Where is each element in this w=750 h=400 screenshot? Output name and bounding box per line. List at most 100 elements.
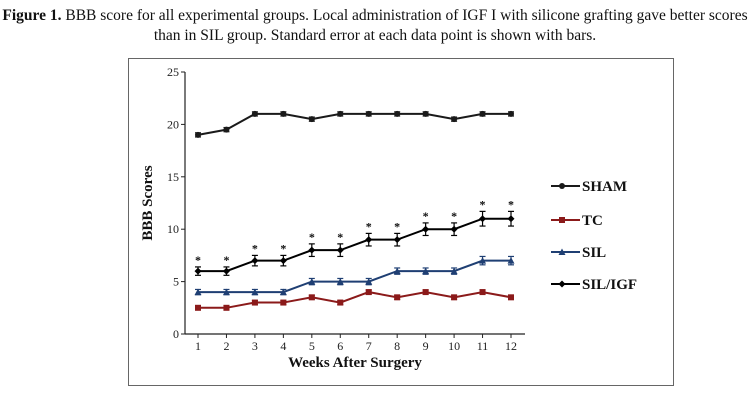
series-line-sil-igf [198, 217, 511, 273]
data-point-sham [251, 110, 258, 117]
data-point-sham [337, 110, 344, 117]
data-point-tc [451, 294, 458, 301]
data-point-tc [365, 289, 372, 296]
x-tick-label: 12 [505, 339, 517, 353]
data-point-sham [308, 116, 315, 123]
data-point-sil [507, 257, 515, 264]
chart-frame [128, 58, 674, 386]
x-tick-label: 11 [477, 339, 489, 353]
series-sil [194, 255, 515, 296]
series-tc [195, 289, 514, 311]
series-sham [195, 110, 514, 138]
x-tick-label: 3 [252, 339, 258, 353]
data-point-sham [365, 110, 372, 117]
legend-label: SIL/IGF [582, 277, 637, 293]
data-point-tc [394, 294, 401, 301]
x-tick-label: 1 [195, 339, 201, 353]
data-point-sil-igf [336, 246, 344, 254]
data-point-sil-igf [308, 246, 316, 254]
data-point-sil-igf [222, 267, 230, 275]
chart-plot-area: * * * * * * * * * * * * [194, 110, 515, 311]
legend-item-sil: SIL [551, 245, 606, 261]
data-point-sham [223, 126, 230, 133]
x-tick-label: 9 [423, 339, 429, 353]
data-point-sham [508, 110, 514, 117]
significance-annotation: * [337, 230, 343, 244]
legend-label: SIL [582, 245, 606, 261]
data-point-sil [450, 267, 458, 275]
data-point-sil-igf [422, 225, 430, 233]
data-point-tc [308, 294, 315, 301]
significance-annotation: * [252, 241, 258, 255]
y-axis-title: BBB Scores [140, 165, 156, 240]
data-point-tc [223, 304, 230, 311]
legend-item-sham: SHAM [551, 179, 627, 195]
data-point-sil [222, 288, 230, 296]
data-point-sham [451, 116, 458, 123]
series-line-sham [197, 112, 511, 136]
data-point-sil [422, 267, 430, 275]
legend-item-tc: TC [551, 213, 603, 229]
significance-annotation: * [508, 197, 514, 211]
data-point-tc [337, 299, 344, 306]
data-point-sil-igf [194, 267, 202, 275]
y-tick-label: 25 [167, 65, 179, 79]
significance-annotation: * [280, 241, 286, 255]
data-point-sil [279, 288, 287, 296]
legend-label: SHAM [582, 179, 627, 195]
data-point-sil-igf [450, 225, 458, 233]
significance-annotation: * [195, 253, 201, 267]
series-line-tc [198, 291, 512, 309]
data-point-sham [195, 131, 201, 138]
significance-annotation: * [451, 209, 457, 223]
legend-marker [558, 248, 566, 255]
data-point-sil [308, 278, 316, 285]
data-point-sil-igf [365, 236, 373, 244]
figure-label: Figure 1. [2, 7, 62, 24]
data-point-tc [280, 299, 287, 306]
significance-annotation: * [366, 219, 372, 233]
legend-item-sil-igf: SIL/IGF [551, 277, 637, 293]
x-tick-label: 8 [394, 339, 400, 353]
data-point-sham [394, 110, 401, 117]
x-tick-label: 5 [309, 339, 315, 353]
data-point-tc [422, 289, 429, 296]
data-point-tc [251, 299, 258, 306]
significance-annotation: * [423, 209, 429, 223]
data-point-sham [479, 110, 486, 117]
legend-label: TC [582, 213, 603, 229]
data-point-sil [251, 288, 259, 296]
legend-marker [558, 280, 566, 288]
x-axis-title: Weeks After Surgery [288, 355, 422, 371]
data-point-sil-igf [479, 215, 487, 223]
significance-annotation: * [223, 253, 229, 267]
data-point-tc [195, 304, 201, 311]
significance-annotation: * [309, 230, 315, 244]
y-tick-label: 15 [167, 170, 179, 184]
x-tick-label: 2 [223, 339, 229, 353]
data-point-sil-igf [279, 257, 287, 265]
legend-marker [559, 217, 565, 223]
data-point-sham [422, 110, 429, 117]
data-point-sil-igf [251, 257, 259, 265]
data-point-sil [365, 278, 373, 285]
data-point-sil [393, 267, 401, 275]
y-tick-label: 20 [167, 117, 179, 131]
series-line-sil [198, 259, 511, 294]
data-point-tc [508, 294, 514, 301]
significance-annotation: * [394, 219, 400, 233]
x-tick-label: 7 [366, 339, 372, 353]
data-point-sil [479, 257, 487, 264]
figure-caption-text: BBB score for all experimental groups. L… [65, 7, 748, 44]
data-point-sham [280, 110, 287, 117]
significance-annotation: * [480, 197, 486, 211]
x-tick-label: 4 [280, 339, 286, 353]
figure-caption: Figure 1. BBB score for all experimental… [0, 6, 750, 46]
x-tick-label: 6 [337, 339, 343, 353]
data-point-sil-igf [507, 215, 515, 223]
legend-marker [559, 183, 565, 189]
y-tick-label: 10 [167, 222, 179, 236]
data-point-tc [479, 289, 486, 296]
